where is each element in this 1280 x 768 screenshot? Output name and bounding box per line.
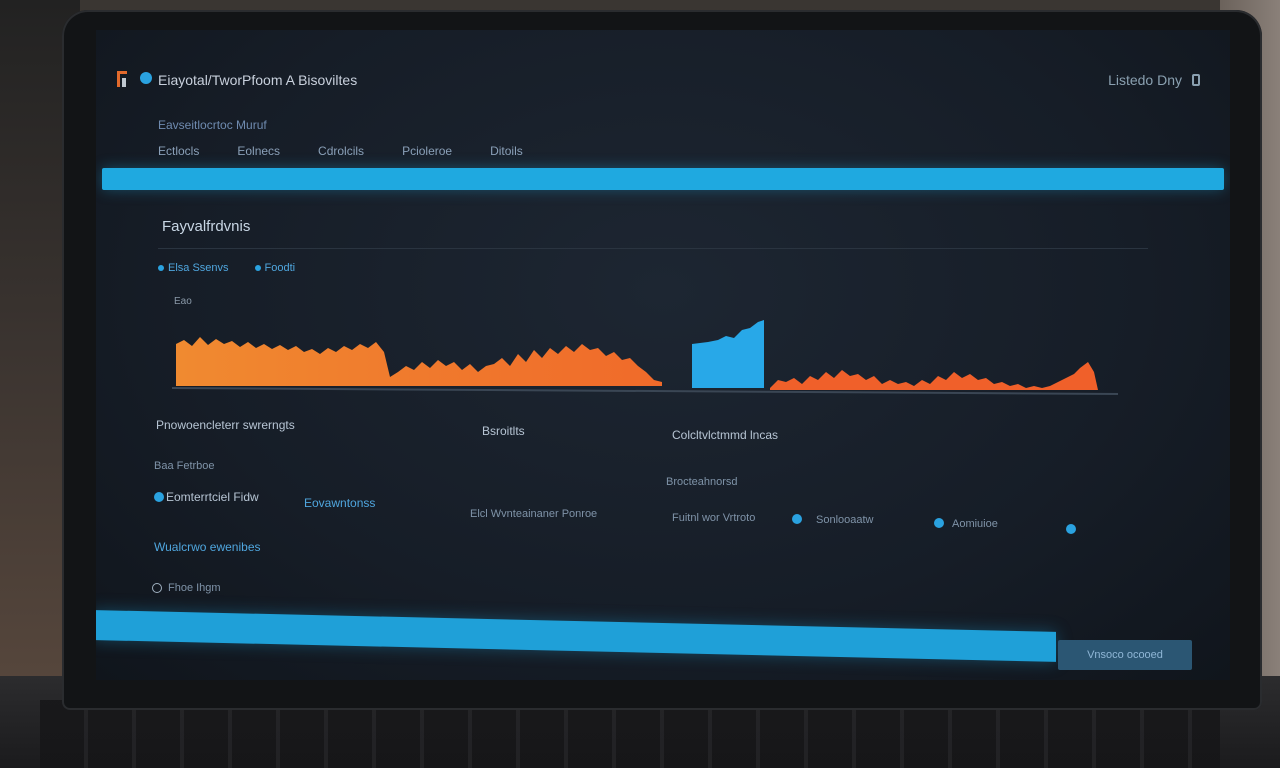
footer-button[interactable]: Vnsoco ocooed xyxy=(1058,640,1192,670)
radio-label: Fhoe Ihgm xyxy=(168,582,221,594)
nav-tab-2[interactable]: Eolnecs xyxy=(237,144,281,158)
app-title: Eiayotal/TworPfoom A Bisoviltes xyxy=(158,72,358,88)
nav-tab-3[interactable]: Cdrolcils xyxy=(318,144,365,158)
nav-tab-5[interactable]: Ditoils xyxy=(490,144,523,158)
stats-left-item-value: Eovawntonss xyxy=(304,496,376,510)
stats-right-item-1: Fuitnl wor Vrtroto xyxy=(672,512,756,524)
legend-item[interactable]: Foodti xyxy=(254,262,296,274)
stat-icon xyxy=(154,492,164,502)
legend-item[interactable]: Elsa Ssenvs xyxy=(158,262,229,274)
section-title: Fayvalfrdvnis xyxy=(162,218,251,235)
stats-left-sub: Baa Fetrboe xyxy=(154,460,215,472)
stats-left-footer[interactable]: Wualcrwo ewenibes xyxy=(154,540,261,554)
nav-tab-4[interactable]: Pcioleroe xyxy=(402,144,453,158)
app-logo-icon xyxy=(117,71,127,87)
stats-right-item-2: Sonlooaatw xyxy=(816,514,874,526)
top-right-label[interactable]: Listedo Dny xyxy=(1108,72,1182,88)
breadcrumb[interactable]: Eavseitlocrtoc Muruf xyxy=(158,118,267,132)
blue-area-series xyxy=(692,320,764,388)
stats-right-sub: Brocteahnorsd xyxy=(666,476,738,488)
stat-icon xyxy=(792,514,802,524)
section-divider xyxy=(158,248,1148,249)
laptop-keyboard xyxy=(40,700,1220,768)
orange-area-series xyxy=(176,337,662,386)
nav-tab-1[interactable]: Ectlocls xyxy=(158,144,200,158)
stats-right-item-3: Aomiuioe xyxy=(952,518,998,530)
stats-right-heading: Colcltvlctmmd lncas xyxy=(672,428,779,442)
area-chart: Eao xyxy=(158,292,1138,422)
stats-left-item[interactable]: Eomterrtciel Fidw xyxy=(166,490,259,504)
stats-mid-item: Elcl Wvnteainaner Ponroe xyxy=(470,508,598,520)
header-accent-bar xyxy=(102,168,1224,190)
globe-icon xyxy=(140,72,152,84)
legend-dot-icon xyxy=(158,265,164,271)
laptop-screen: Eiayotal/TworPfoom A Bisoviltes Listedo … xyxy=(96,30,1230,680)
chart-baseline xyxy=(171,387,1119,395)
legend-label: Elsa Ssenvs xyxy=(168,262,229,274)
stat-icon xyxy=(934,518,944,528)
footer-accent-bar xyxy=(96,610,1056,662)
nav-tabs: Ectlocls Eolnecs Cdrolcils Pcioleroe Dit… xyxy=(158,144,523,158)
orange-area-series-2 xyxy=(770,362,1098,390)
radio-button[interactable] xyxy=(152,583,162,593)
stats-mid-heading: Bsroitlts xyxy=(482,424,525,438)
chart-top-label: Eao xyxy=(174,296,192,307)
window-icon[interactable] xyxy=(1192,74,1200,86)
legend-dot-icon xyxy=(254,265,261,271)
legend-label: Foodti xyxy=(264,262,296,274)
chart-legend: Elsa Ssenvs Foodti xyxy=(158,262,295,274)
stat-icon[interactable] xyxy=(1066,524,1076,534)
chart-svg xyxy=(171,320,1119,395)
